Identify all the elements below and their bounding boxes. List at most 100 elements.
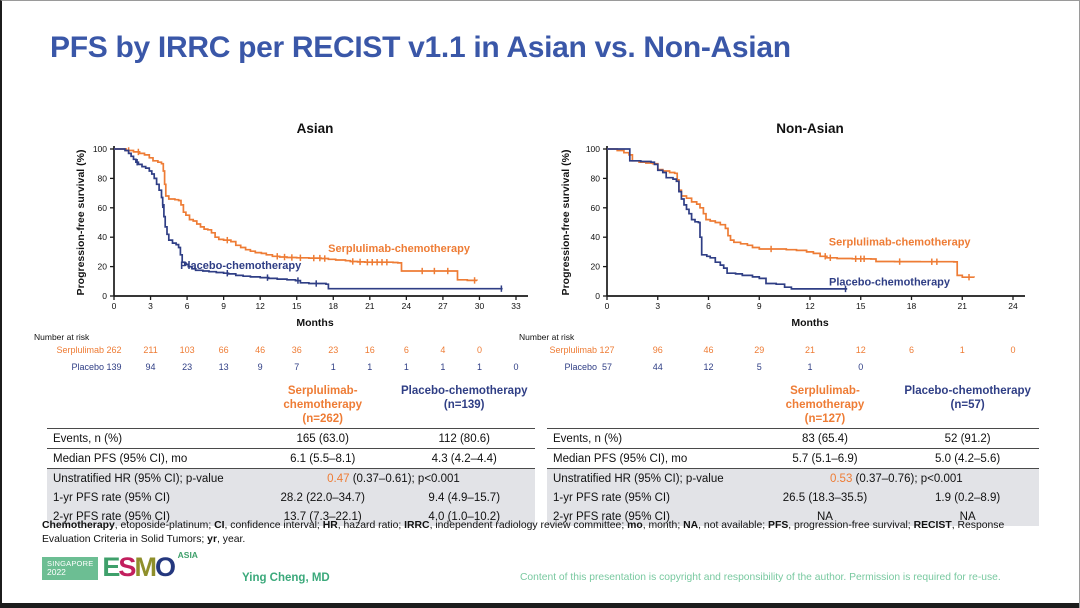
stats-row: Unstratified HR (95% CI); p-value 0.53 (0… (547, 469, 1039, 489)
risk-value: 44 (653, 362, 663, 372)
footnote-text: , progression-free survival; (788, 520, 914, 531)
risk-value: 66 (219, 345, 229, 355)
footnote-abbreviation: RECIST (913, 520, 952, 531)
x-tick-label: 18 (329, 301, 339, 311)
x-tick-label: 6 (185, 301, 190, 311)
stats-row-label: Events, n (%) (53, 432, 123, 445)
stats-row-label: 1-yr PFS rate (95% CI) (53, 491, 170, 504)
footnote-text: , confidence interval; (224, 520, 323, 531)
risk-value: 46 (255, 345, 265, 355)
stats-cell-value: 83 (65.4) (801, 432, 848, 445)
hazard-ratio-value: 0.47 (327, 472, 350, 485)
footnote-text: , hazard ratio; (337, 520, 405, 531)
chart-title: Non-Asian (776, 121, 844, 136)
footnote-text: , not available; (698, 520, 769, 531)
y-tick-label: 0 (102, 291, 107, 301)
stats-cell-value: 112 (80.6) (438, 432, 491, 445)
y-tick-label: 100 (586, 144, 600, 154)
column-header-name: Serplulimab-chemotherapy (785, 385, 865, 411)
y-tick-label: 40 (591, 232, 601, 242)
series-label: Placebo-chemotherapy (829, 277, 951, 289)
footnote-abbreviation: mo (627, 520, 643, 531)
number-at-risk-label: Number at risk (34, 332, 90, 342)
series-label: Serplulimab-chemotherapy (829, 236, 972, 248)
stats-cell-value: NA (816, 510, 833, 523)
y-tick-label: 20 (591, 262, 601, 272)
column-header: Serplulimab-chemotherapy (n=127) (754, 385, 897, 426)
x-tick-label: 0 (605, 301, 610, 311)
header-spacer (547, 385, 754, 426)
risk-value: 57 (602, 362, 612, 372)
footnote-abbreviation: PFS (768, 520, 789, 531)
x-tick-label: 27 (438, 301, 448, 311)
risk-value: 1 (331, 362, 336, 372)
stats-row-label: Median PFS (95% CI), mo (53, 452, 188, 465)
risk-value: 12 (856, 345, 866, 355)
stats-row: Events, n (%) 83 (65.4) 52 (91.2) (547, 429, 1039, 450)
x-tick-label: 3 (655, 301, 660, 311)
footnote-abbreviation: Chemotherapy (42, 520, 115, 531)
series-label: Serplulimab-chemotherapy (328, 243, 471, 255)
y-tick-label: 80 (98, 173, 108, 183)
y-tick-label: 100 (93, 144, 107, 154)
esmo-asia-logo: SINGAPORE 2022 ESMO ASIA (42, 551, 198, 591)
footnote-text: , independent radiology review committee… (429, 520, 628, 531)
esmo-wordmark: ESMO ASIA (102, 551, 198, 582)
risk-value: 127 (599, 345, 614, 355)
risk-row-name: Serplulimab (549, 345, 597, 355)
column-header: Serplulimab-chemotherapy (n=262) (252, 385, 394, 426)
risk-value: 1 (960, 345, 965, 355)
stats-row: Median PFS (95% CI), mo 5.7 (5.1–6.9) 5.0 … (547, 449, 1039, 470)
footnote-abbreviation: CI (214, 520, 225, 531)
x-tick-label: 6 (706, 301, 711, 311)
stats-cell-value: 5.7 (5.1–6.9) (792, 452, 858, 465)
footnote-text: , Response Evaluation Criteria in Solid … (42, 520, 1005, 545)
risk-value: 0 (1010, 345, 1015, 355)
x-axis-title: Months (791, 317, 828, 329)
stats-row-label: 2-yr PFS rate (95% CI) (553, 510, 670, 523)
risk-value: 6 (909, 345, 914, 355)
x-tick-label: 15 (856, 301, 866, 311)
stats-cell-value: 52 (91.2) (944, 432, 991, 445)
hazard-ratio-ci: (0.37–0.76); p<0.001 (852, 472, 963, 485)
stats-row: 1-yr PFS rate (95% CI) 28.2 (22.0–34.7) 9.… (47, 488, 535, 508)
risk-value: 9 (258, 362, 263, 372)
risk-value: 6 (404, 345, 409, 355)
stats-row-label: Unstratified HR (95% CI); p-value (553, 472, 724, 485)
stats-row-label: 1-yr PFS rate (95% CI) (553, 491, 670, 504)
risk-value: 23 (328, 345, 338, 355)
x-tick-label: 9 (221, 301, 226, 311)
stats-row-span-value: 0.53 (0.37–0.76); p<0.001 (754, 473, 1039, 485)
risk-value: 94 (146, 362, 156, 372)
logo-letter: E (102, 552, 120, 582)
column-header: Placebo-chemotherapy (n=139) (393, 385, 535, 426)
stats-row-label: Events, n (%) (553, 432, 623, 445)
abbreviations-footnote: Chemotherapy, etoposide-platinum; CI, co… (42, 519, 1044, 546)
stats-row-span-value: 0.47 (0.37–0.61); p<0.001 (252, 473, 535, 485)
number-at-risk-label: Number at risk (519, 332, 575, 342)
chart-title: Asian (297, 121, 334, 136)
y-tick-label: 80 (591, 173, 601, 183)
x-tick-label: 24 (402, 301, 412, 311)
column-header-n: (n=139) (443, 398, 485, 411)
column-header-n: (n=127) (804, 412, 846, 425)
risk-value: 0 (513, 362, 518, 372)
risk-value: 46 (703, 345, 713, 355)
curve-placebo-chemotherapy (607, 148, 848, 290)
logo-letter: M (134, 552, 156, 582)
column-header-name: Placebo-chemotherapy (904, 385, 1031, 397)
footnote-text: , year. (217, 533, 246, 545)
logo-letter: O (154, 552, 176, 582)
column-header-name: Serplulimab-chemotherapy (283, 385, 363, 411)
x-tick-label: 12 (255, 301, 265, 311)
stats-row: 1-yr PFS rate (95% CI) 26.5 (18.3–35.5) 1.… (547, 488, 1039, 508)
risk-value: 23 (182, 362, 192, 372)
stats-cell-value: 4.3 (4.2–4.4) (431, 452, 497, 465)
y-tick-label: 20 (98, 262, 108, 272)
risk-value: 1 (477, 362, 482, 372)
stats-cell-value: 9.4 (4.9–15.7) (428, 491, 501, 504)
y-tick-label: 60 (591, 203, 601, 213)
curve-serplulimab-chemotherapy (607, 148, 975, 279)
x-tick-label: 9 (757, 301, 762, 311)
risk-row-name: Placebo (71, 362, 104, 372)
